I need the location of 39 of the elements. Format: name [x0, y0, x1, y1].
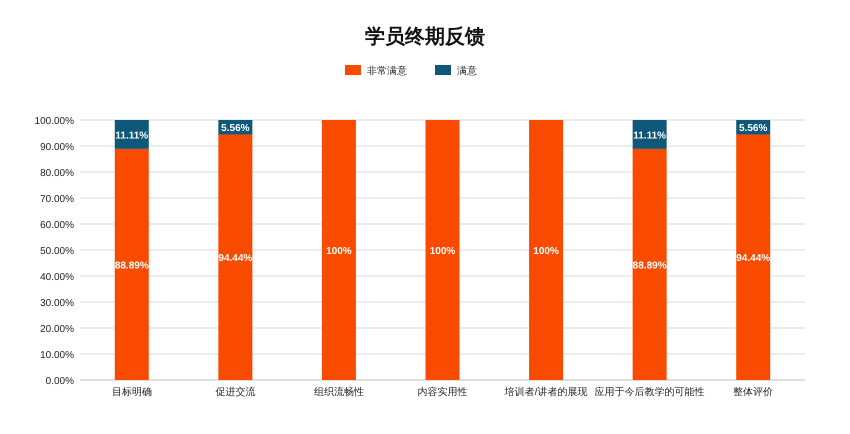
data-label: 11.11% [633, 130, 666, 142]
bar [529, 120, 564, 380]
y-tick-label: 80.00% [40, 168, 74, 179]
data-label: 88.89% [632, 260, 667, 272]
data-label: 88.89% [114, 260, 149, 272]
y-tick-label: 90.00% [40, 142, 74, 153]
x-tick-label: 目标明确 [112, 386, 152, 398]
data-label: 100% [533, 246, 559, 257]
data-label: 94.44% [218, 253, 252, 264]
y-tick-label: 0.00% [46, 376, 74, 387]
bar [114, 148, 149, 380]
y-tick-label: 40.00% [40, 272, 74, 283]
bar [632, 148, 667, 380]
y-tick-label: 10.00% [40, 350, 74, 361]
chart-title: 学员终期反馈 [365, 25, 485, 48]
data-label: 5.56% [739, 123, 768, 134]
legend-label: 满意 [457, 65, 477, 77]
y-tick-label: 70.00% [40, 194, 74, 205]
x-tick-label: 整体评价 [733, 386, 774, 398]
bar [322, 120, 356, 380]
y-tick-label: 100.00% [34, 116, 74, 127]
data-label: 100% [430, 246, 456, 257]
y-tick-label: 50.00% [40, 246, 74, 257]
y-tick-label: 20.00% [40, 324, 74, 335]
legend-label: 非常满意 [367, 65, 407, 77]
x-tick-label: 内容实用性 [418, 386, 468, 398]
bar [426, 120, 460, 380]
x-tick-label: 培训者/讲者的展现 [504, 386, 588, 398]
x-tick-label: 促进交流 [215, 386, 256, 398]
bar [218, 134, 252, 380]
data-label: 100% [326, 246, 352, 257]
data-label: 94.44% [736, 253, 770, 264]
x-tick-label: 组织流畅性 [314, 386, 364, 398]
y-tick-label: 60.00% [40, 220, 74, 231]
y-tick-label: 30.00% [40, 298, 74, 309]
x-tick-label: 应用于今后教学的可能性 [594, 386, 705, 398]
bar [736, 134, 770, 380]
data-label: 11.11% [115, 130, 148, 142]
data-label: 5.56% [221, 123, 250, 134]
